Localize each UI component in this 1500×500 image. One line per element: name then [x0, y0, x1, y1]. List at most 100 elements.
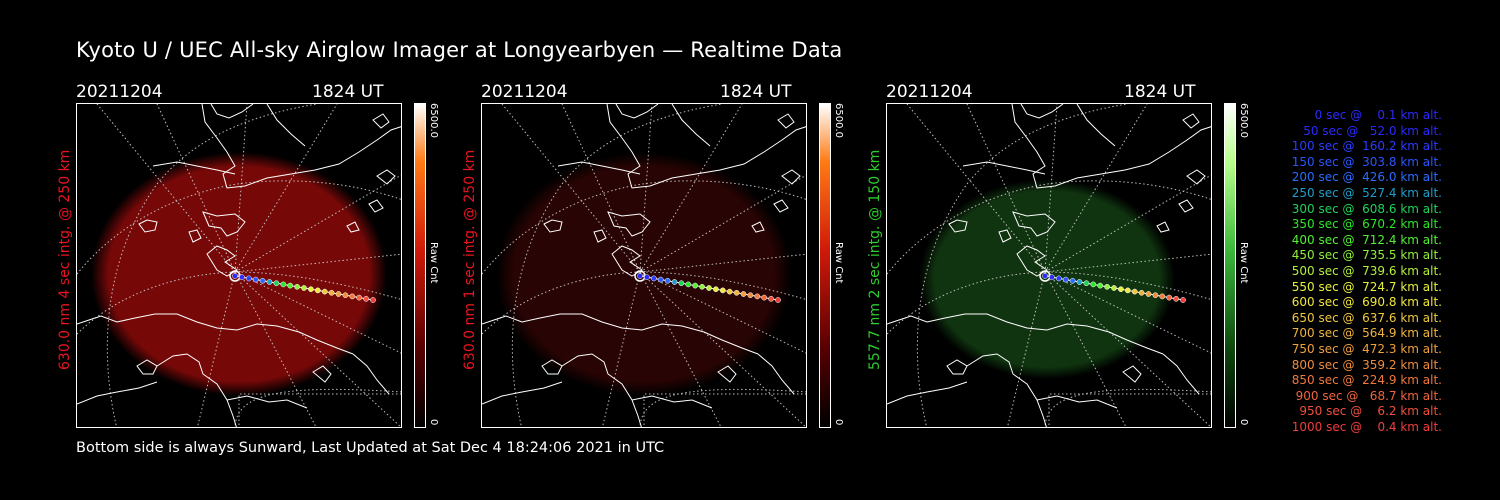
panel-2-allsky-image	[481, 103, 807, 428]
trajectory-point	[1118, 286, 1124, 293]
trajectory-point	[706, 285, 712, 291]
trajectory-point	[1104, 283, 1110, 290]
coastline	[188, 229, 202, 243]
coastline	[210, 104, 254, 119]
legend-entry: 750 sec @ 472.3 km alt.	[1287, 341, 1442, 356]
trajectory-point	[328, 289, 335, 296]
trajectory-point	[1055, 275, 1062, 282]
panel-1-date: 20211204	[76, 82, 163, 102]
trajectory-point	[245, 275, 252, 282]
panel-2-colorbar-label: Raw Cnt	[833, 242, 844, 284]
coastline	[1182, 113, 1200, 129]
coastline	[1016, 245, 1048, 277]
grid-line	[234, 174, 401, 273]
coastline	[966, 353, 1047, 427]
trajectory-point	[280, 281, 287, 288]
coastline	[717, 365, 737, 383]
coastline	[312, 365, 332, 383]
trajectory-point	[1124, 287, 1131, 294]
trajectory-point	[726, 288, 733, 295]
trajectory-point	[294, 283, 300, 290]
coastline	[1178, 199, 1194, 213]
trajectory-point	[349, 293, 356, 300]
grid-line	[1044, 104, 1148, 273]
trajectory-point	[1145, 291, 1152, 297]
legend-entry: 500 sec @ 739.6 km alt.	[1287, 263, 1442, 278]
coastline	[757, 353, 795, 395]
grid-line	[77, 271, 401, 335]
coastline	[615, 104, 659, 119]
airglow-disc	[919, 179, 1175, 379]
grid-line	[1006, 271, 1046, 427]
legend-entry: 700 sec @ 564.9 km alt.	[1287, 326, 1442, 341]
coastline	[962, 161, 1046, 175]
grid-line	[1044, 104, 1058, 273]
coastline	[77, 313, 354, 355]
coastline	[202, 211, 246, 237]
trajectory-point	[308, 286, 314, 293]
coastline	[1011, 104, 1211, 189]
trajectory-point	[1097, 282, 1104, 289]
grid-line	[196, 271, 236, 427]
grid-line	[639, 388, 806, 427]
panel-1-colorbar-label: Raw Cnt	[428, 242, 439, 284]
trajectory-point	[314, 287, 321, 294]
coastline	[266, 104, 306, 147]
coastline	[152, 161, 236, 175]
panel-2-time: 1824 UT	[720, 82, 792, 102]
grid-line	[1048, 393, 1211, 427]
trajectory-point	[699, 283, 705, 290]
trajectory-point	[775, 297, 781, 303]
coastline	[946, 359, 968, 375]
grid-line	[234, 104, 338, 273]
panel-1-map	[77, 104, 401, 427]
grid-line	[639, 271, 722, 427]
trajectory-point	[1069, 277, 1076, 284]
grid-line	[1044, 388, 1211, 427]
trajectory-point	[671, 279, 678, 285]
trajectory-point	[1131, 288, 1138, 295]
trajectory-point	[1049, 274, 1055, 281]
coastline	[206, 245, 238, 277]
grid-line	[106, 104, 318, 427]
coastline	[541, 359, 563, 375]
coastline	[201, 104, 401, 189]
trajectory-point	[239, 274, 245, 281]
legend-entry: 0 sec @ 0.1 km alt.	[1303, 108, 1442, 122]
grid-line	[561, 104, 641, 273]
coastline	[372, 113, 390, 129]
trajectory-point	[678, 280, 685, 287]
panel-3-allsky-image	[886, 103, 1212, 428]
coastline	[998, 229, 1012, 243]
trajectory-point	[644, 274, 650, 281]
panel-1-allsky-image	[76, 103, 402, 428]
legend-entry: 400 sec @ 712.4 km alt.	[1287, 232, 1442, 247]
legend-entry: 950 sec @ 6.2 km alt.	[1295, 404, 1442, 419]
grid-line	[906, 104, 1046, 273]
trajectory-point	[1090, 281, 1097, 288]
coastline	[1020, 104, 1064, 119]
trajectory-point	[1166, 294, 1173, 301]
legend-entry: 1000 sec @ 0.4 km alt.	[1291, 419, 1442, 434]
panel-1-wavelength-label: 630.0 nm 4 sec intg. @ 250 km	[57, 149, 73, 370]
coastline	[156, 353, 237, 427]
grid-line	[501, 104, 641, 273]
trajectory-point	[259, 277, 266, 284]
coastline	[671, 104, 711, 147]
coastline	[1036, 395, 1118, 409]
coastline	[376, 169, 396, 185]
panel-3-colorbar-min: 0	[1238, 419, 1249, 426]
trajectory-point	[740, 291, 747, 297]
grid-line	[1044, 253, 1211, 273]
trajectory-point	[768, 295, 774, 302]
coastline	[352, 353, 390, 395]
grid-line	[238, 393, 401, 427]
coastline	[226, 395, 308, 409]
trajectory-point	[761, 294, 768, 301]
trajectory-point	[1111, 285, 1117, 291]
coastline	[777, 113, 795, 129]
coastline	[138, 219, 158, 233]
coastline	[482, 313, 759, 355]
legend-entry: 200 sec @ 426.0 km alt.	[1287, 170, 1442, 185]
panel-1-colorbar-min: 0	[428, 419, 439, 426]
